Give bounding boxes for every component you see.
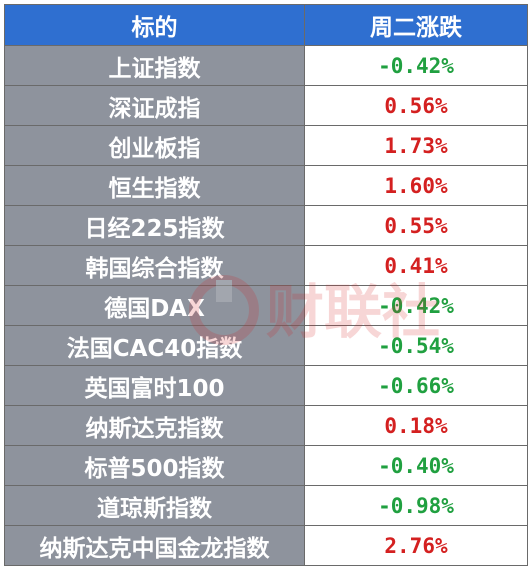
index-change-value: 1.60% bbox=[304, 165, 528, 206]
table-row: 英国富时100 -0.66% bbox=[4, 365, 528, 406]
table-row: 日经225指数 0.55% bbox=[4, 205, 528, 246]
table-row: 创业板指 1.73% bbox=[4, 125, 528, 166]
index-name: 纳斯达克中国金龙指数 bbox=[4, 525, 305, 566]
index-change-value: -0.98% bbox=[304, 485, 528, 526]
table-row: 法国CAC40指数 -0.54% bbox=[4, 325, 528, 366]
index-change-value: 0.41% bbox=[304, 245, 528, 286]
index-change-value: 0.56% bbox=[304, 85, 528, 126]
index-change-value: 0.55% bbox=[304, 205, 528, 246]
table-row: 纳斯达克中国金龙指数 2.76% bbox=[4, 525, 528, 566]
index-name: 道琼斯指数 bbox=[4, 485, 305, 526]
table-row: 恒生指数 1.60% bbox=[4, 165, 528, 206]
index-name: 深证成指 bbox=[4, 85, 305, 126]
table-body: 上证指数 -0.42% 深证成指 0.56% 创业板指 1.73% 恒生指数 1.60% 日经2… bbox=[4, 45, 528, 566]
index-name: 法国CAC40指数 bbox=[4, 325, 305, 366]
index-change-value: 0.18% bbox=[304, 405, 528, 446]
index-change-table: 标的 周二涨跌 上证指数 -0.42% 深证成指 0.56% 创业板指 1.73% 恒生指数… bbox=[4, 4, 528, 566]
index-change-value: -0.42% bbox=[304, 45, 528, 86]
index-name: 纳斯达克指数 bbox=[4, 405, 305, 446]
table-row: 德国DAX -0.42% bbox=[4, 285, 528, 326]
index-name: 英国富时100 bbox=[4, 365, 305, 406]
index-name: 德国DAX bbox=[4, 285, 305, 326]
table-row: 深证成指 0.56% bbox=[4, 85, 528, 126]
index-name: 韩国综合指数 bbox=[4, 245, 305, 286]
header-name: 标的 bbox=[4, 4, 305, 46]
index-name: 恒生指数 bbox=[4, 165, 305, 206]
index-change-table-container: 标的 周二涨跌 上证指数 -0.42% 深证成指 0.56% 创业板指 1.73% 恒生指数… bbox=[4, 4, 528, 571]
table-row: 道琼斯指数 -0.98% bbox=[4, 485, 528, 526]
index-name: 标普500指数 bbox=[4, 445, 305, 486]
table-row: 韩国综合指数 0.41% bbox=[4, 245, 528, 286]
index-change-value: 1.73% bbox=[304, 125, 528, 166]
index-change-value: -0.66% bbox=[304, 365, 528, 406]
table-row: 纳斯达克指数 0.18% bbox=[4, 405, 528, 446]
table-header-row: 标的 周二涨跌 bbox=[4, 4, 528, 46]
table-row: 上证指数 -0.42% bbox=[4, 45, 528, 86]
index-change-value: 2.76% bbox=[304, 525, 528, 566]
index-change-value: -0.40% bbox=[304, 445, 528, 486]
index-name: 上证指数 bbox=[4, 45, 305, 86]
header-change: 周二涨跌 bbox=[304, 4, 528, 46]
index-change-value: -0.54% bbox=[304, 325, 528, 366]
index-name: 创业板指 bbox=[4, 125, 305, 166]
table-row: 标普500指数 -0.40% bbox=[4, 445, 528, 486]
index-name: 日经225指数 bbox=[4, 205, 305, 246]
index-change-value: -0.42% bbox=[304, 285, 528, 326]
